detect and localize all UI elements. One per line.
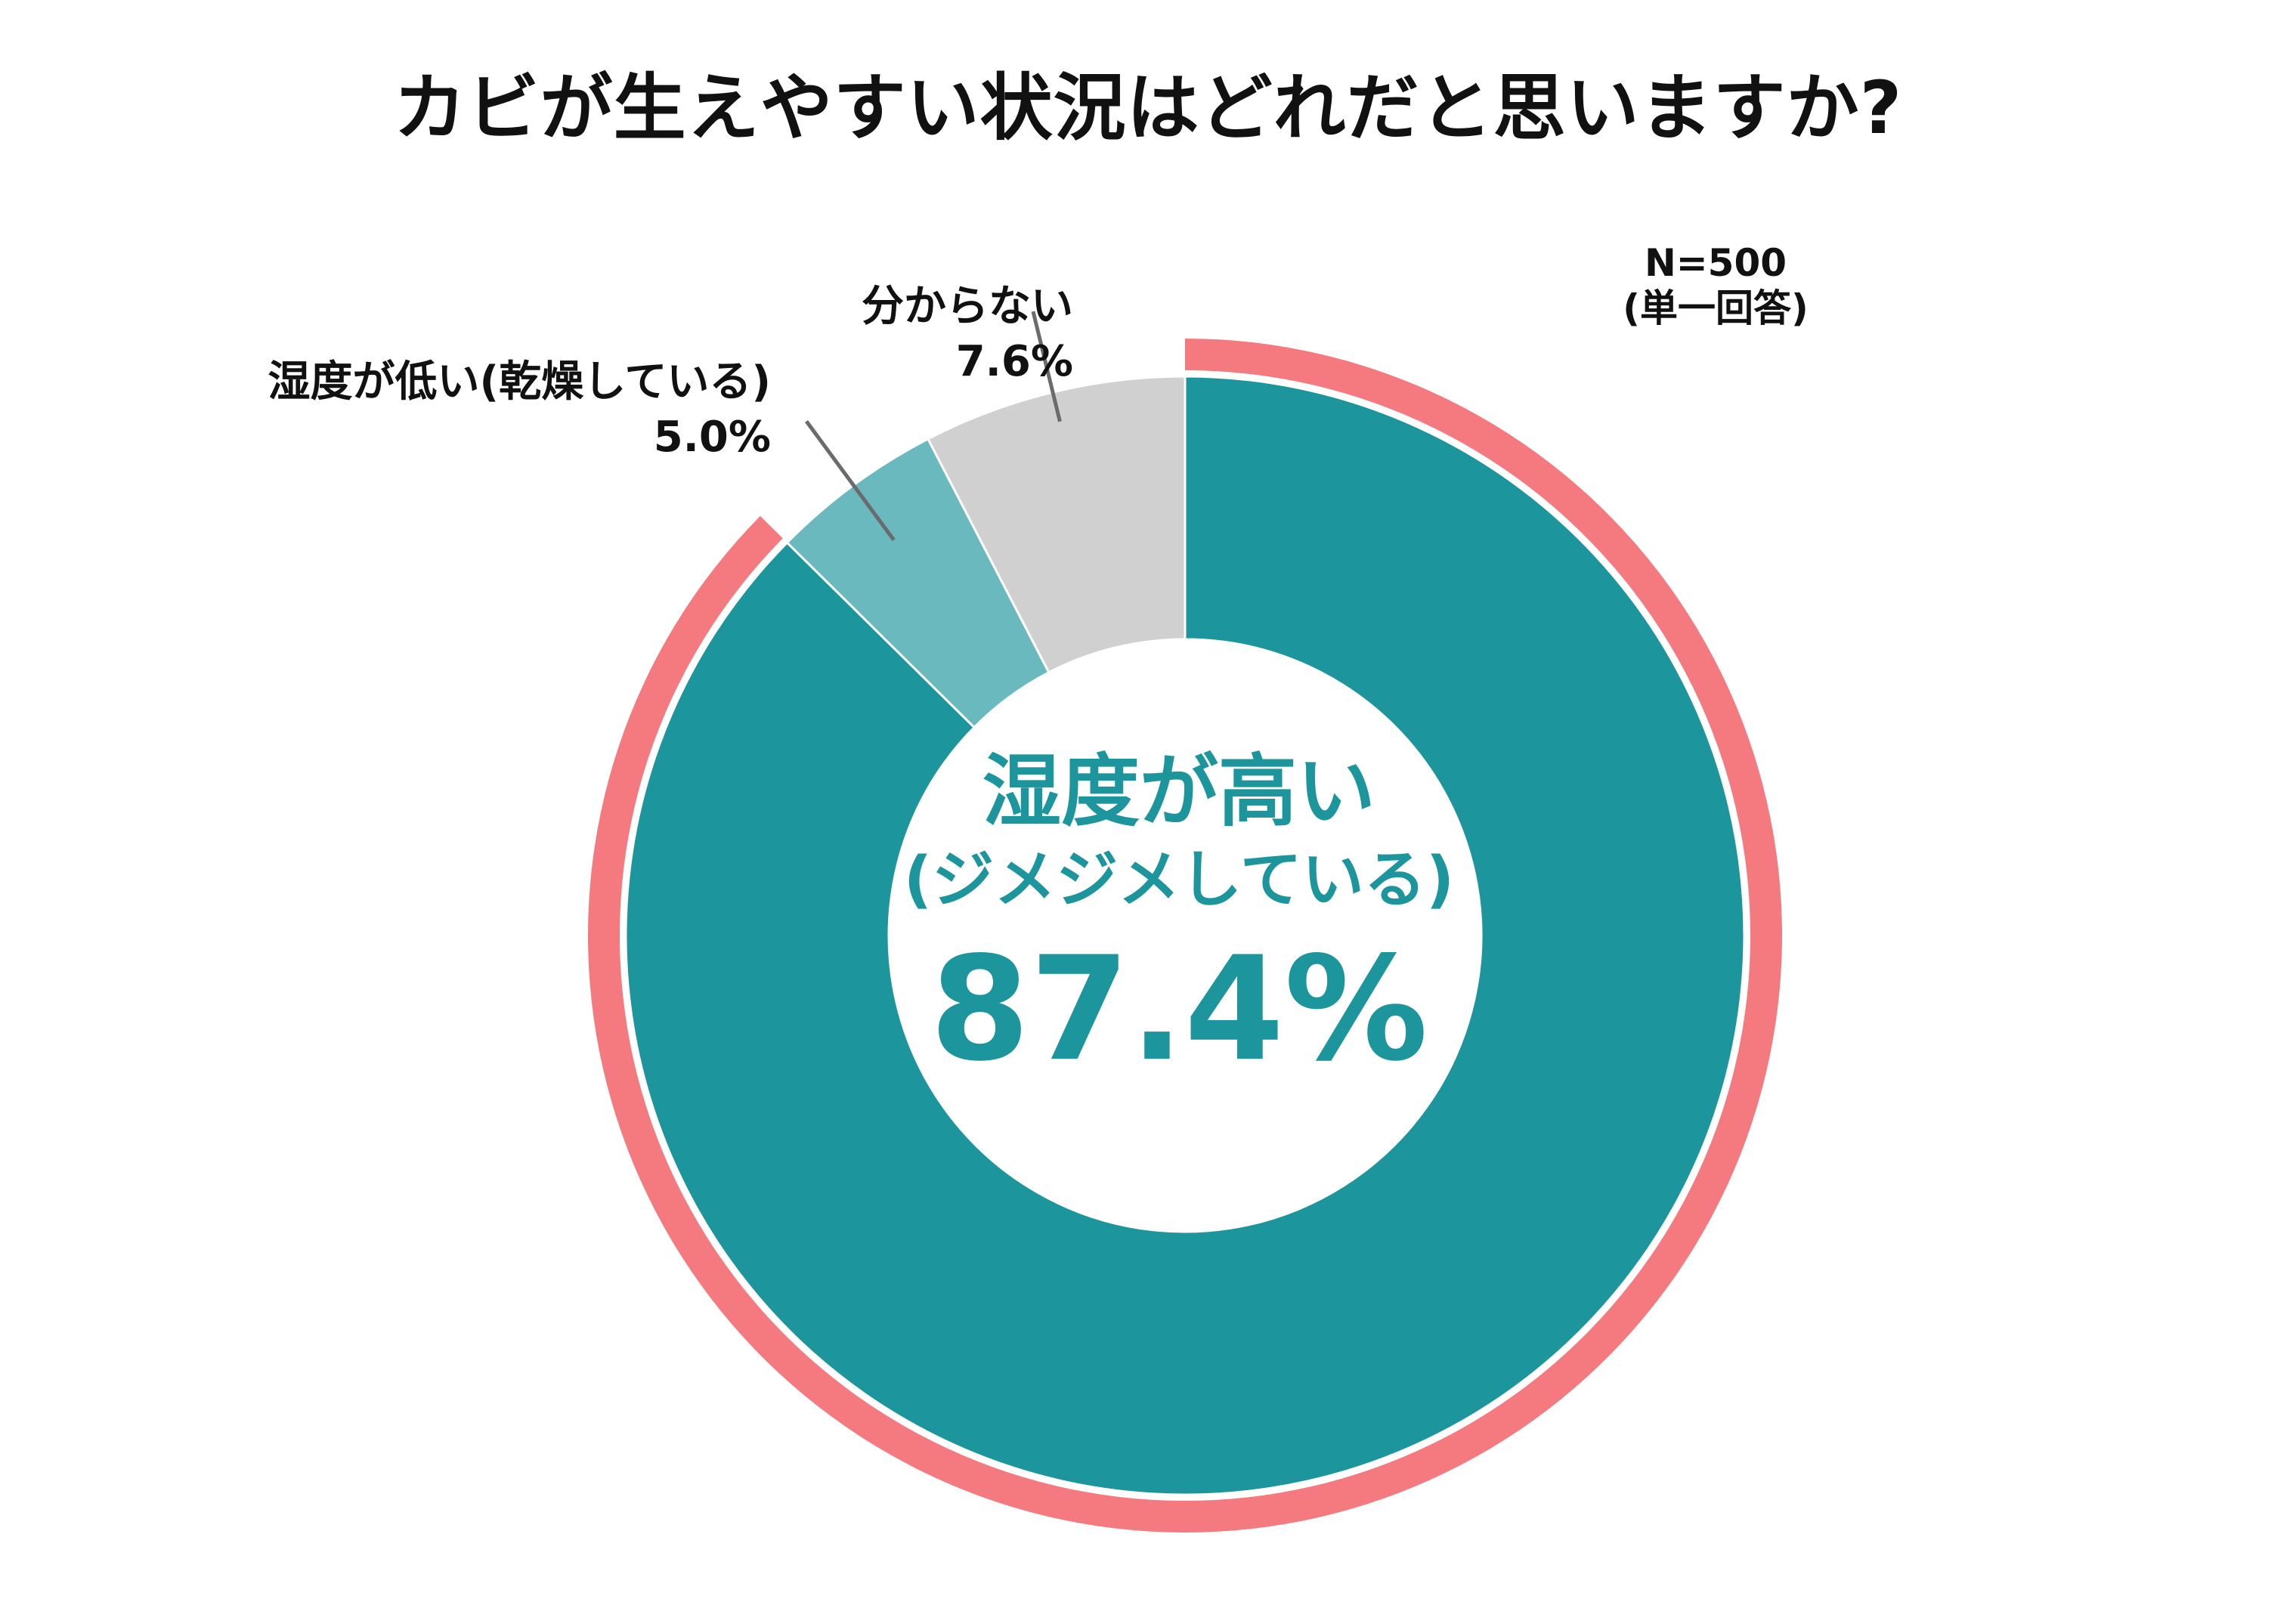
sample-size: N=500 bbox=[1644, 241, 1787, 285]
label-dry-value: 5.0% bbox=[653, 412, 771, 462]
label-dry-name: 湿度が低い(乾燥している) bbox=[268, 357, 771, 407]
sample-note: N=500 (単一回答) bbox=[1595, 240, 1836, 331]
answer-type: (単一回答) bbox=[1623, 286, 1809, 330]
center-label-value: 87.4% bbox=[930, 925, 1428, 1093]
label-dry: 湿度が低い(乾燥している) 5.0% bbox=[151, 355, 771, 465]
leader-line-dry bbox=[805, 420, 896, 542]
label-unknown-name: 分からない bbox=[862, 282, 1073, 331]
center-label: 湿度が高い (ジメジメしている) 87.4% bbox=[884, 748, 1474, 1088]
slice-unknown bbox=[926, 375, 1187, 674]
label-unknown-value: 7.6% bbox=[955, 336, 1073, 386]
center-label-name: 湿度が高い bbox=[982, 745, 1375, 837]
slice-high-humidity bbox=[624, 375, 1746, 1496]
label-unknown: 分からない 7.6% bbox=[756, 280, 1073, 390]
leader-line-unknown bbox=[1031, 311, 1062, 422]
center-label-sub: (ジメジメしている) bbox=[903, 844, 1455, 917]
chart-title: カビが生えやすい状況はどれだと思いますか? bbox=[393, 66, 1903, 150]
